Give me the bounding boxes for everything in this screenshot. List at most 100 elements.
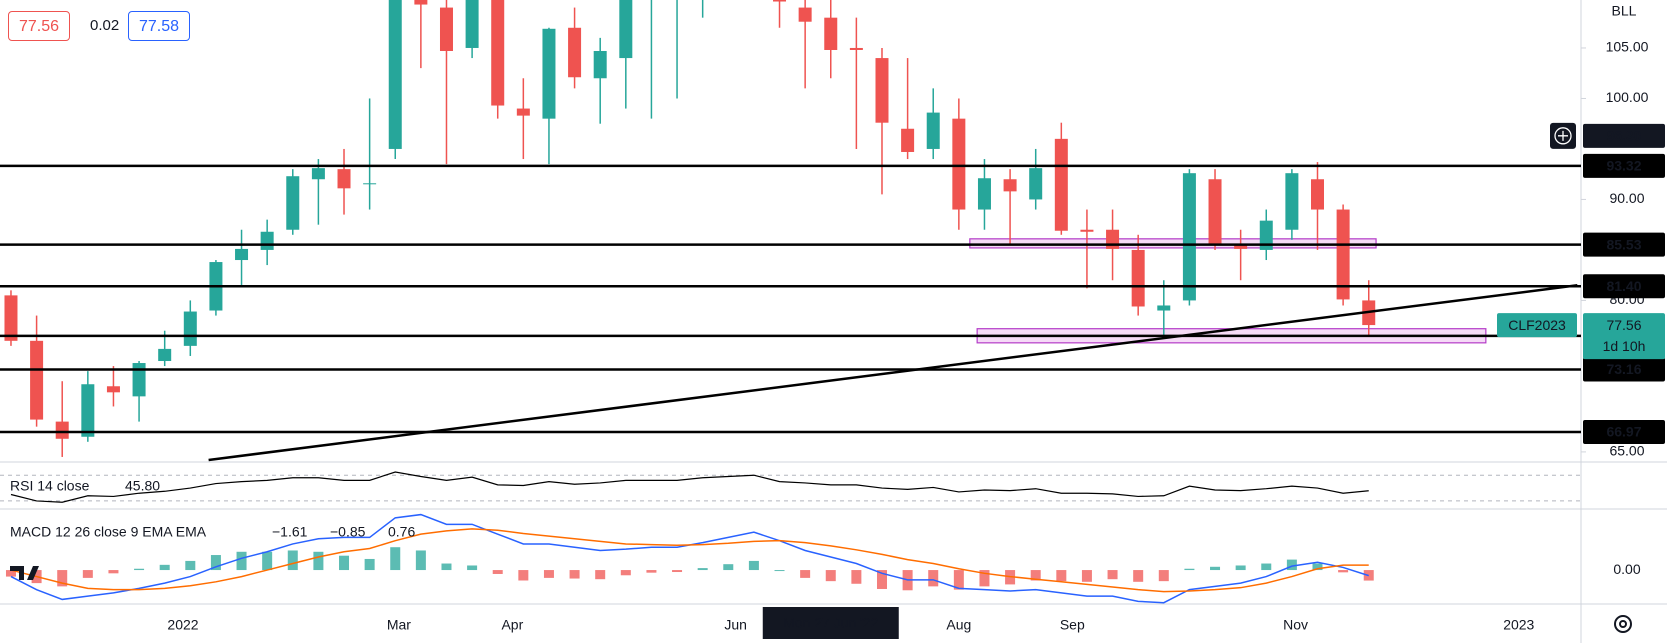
macd-hist-bar [979, 570, 990, 587]
x-tick-label: Jun [724, 617, 747, 633]
y-tick-label: 90.00 [1609, 190, 1644, 206]
last-price-bg [1583, 313, 1665, 360]
macd-hist-bar [1261, 563, 1272, 571]
candle-body [414, 0, 428, 5]
candle-body [1029, 168, 1043, 200]
candle-body [1182, 173, 1196, 301]
macd-hist-bar [441, 563, 452, 571]
macd-hist-bar [774, 570, 785, 572]
candle-body [30, 340, 44, 420]
level-label-bg [1583, 232, 1665, 257]
add-alert-icon [1554, 127, 1572, 145]
macd-hist-bar [1286, 559, 1297, 571]
macd-hist-bar [825, 570, 836, 582]
candle-body [235, 248, 249, 261]
macd-hist-bar [953, 570, 964, 590]
candle-body [1311, 179, 1324, 210]
macd-hist-bar [1056, 570, 1067, 582]
rsi-title: RSI 14 close [10, 478, 90, 494]
add-alert-icon [1558, 130, 1568, 141]
macd-hist-bar [1030, 570, 1041, 581]
candle-body [798, 7, 812, 22]
macd-hist-bar [697, 568, 708, 571]
macd-tick-label: 0.00 [1613, 561, 1640, 577]
candle-body [926, 112, 940, 149]
y-tick-label: 105.00 [1606, 39, 1649, 55]
level-label-bg [1583, 274, 1665, 299]
candle-body [824, 17, 838, 50]
candle-body [158, 348, 172, 362]
rsi-line [10, 471, 1369, 503]
candle-body [55, 421, 69, 439]
candle-body [363, 183, 377, 185]
macd-hist-bar [928, 570, 939, 587]
macd-hist-bar [1158, 570, 1169, 582]
x-tick-label: Mar [387, 617, 411, 633]
macd-hist-bar [595, 570, 606, 580]
macd-hist-bar [210, 555, 221, 571]
countdown: 1d 10h [1603, 338, 1646, 354]
candle-body [1106, 229, 1120, 249]
symbol-tag: CLF2023 [1508, 317, 1566, 333]
candle-body [977, 178, 991, 210]
macd-hist-bar [5, 570, 16, 577]
candle-body [1054, 138, 1068, 231]
last-price: 77.56 [1606, 317, 1641, 333]
macd-hist-bar [339, 555, 350, 571]
candle-body [849, 47, 863, 50]
macd-line [10, 528, 1369, 593]
candle-body [542, 28, 556, 119]
ask-box[interactable]: 77.58 [128, 11, 191, 41]
macd-hist-bar [851, 570, 862, 584]
candle-body [593, 50, 607, 79]
candle-body [1208, 179, 1222, 244]
x-tick-label: 2022 [167, 617, 198, 633]
candle-body [901, 128, 915, 152]
candle-body [619, 0, 633, 59]
macd-hist-bar [364, 558, 375, 571]
candle-body [568, 27, 582, 78]
macd-hist-bar [543, 570, 554, 578]
macd-hist-bar [876, 570, 887, 589]
macd-hist-bar [723, 564, 734, 571]
level-label: 93.32 [1606, 158, 1641, 174]
macd-hist-bar [518, 570, 529, 581]
candle-body [1259, 220, 1273, 250]
macd-hist-bar [1184, 568, 1195, 571]
candle-body [1157, 305, 1171, 311]
macd-hist-bar [82, 570, 93, 578]
macd-hist-bar [236, 551, 247, 571]
crosshair-x-label: Mon 27 Jun '22 [783, 615, 879, 631]
candle-body [1131, 249, 1145, 307]
level-label-bg [1583, 420, 1665, 445]
macd-hist-bar [672, 570, 683, 573]
candle-body [952, 118, 966, 210]
macd-hist-bar [313, 551, 324, 571]
x-tick-label: Nov [1283, 617, 1308, 633]
macd-hist-bar [108, 570, 119, 574]
macd-hist-bar [492, 570, 503, 574]
candle-body [491, 0, 505, 106]
settings-button[interactable] [1614, 615, 1632, 633]
currency: BLL [1612, 3, 1637, 19]
macd-hist-bar [1312, 563, 1323, 571]
candle-body [1080, 229, 1094, 232]
candle-body [1234, 244, 1248, 249]
macd-hist-bar [134, 568, 145, 571]
y-tick-label: 100.00 [1606, 89, 1649, 105]
bid-box[interactable]: 77.56 [8, 11, 71, 41]
x-tick-label: 2023 [1503, 617, 1534, 633]
rsi-last: 45.80 [125, 478, 160, 494]
axes: BLL RSI 14 close 45.80 MACD 12 26 close … [10, 3, 1665, 639]
macd-hist-bar [620, 570, 631, 576]
spread: 0.02 [90, 17, 120, 34]
candle-body [337, 169, 351, 189]
macd-hist-bar [262, 551, 273, 571]
macd-hist-bar [800, 570, 811, 578]
candle-body [439, 7, 453, 51]
signal-last: 0.76 [388, 524, 415, 540]
macd-hist-bar [1133, 570, 1144, 582]
macd-hist-bar [1107, 570, 1118, 580]
